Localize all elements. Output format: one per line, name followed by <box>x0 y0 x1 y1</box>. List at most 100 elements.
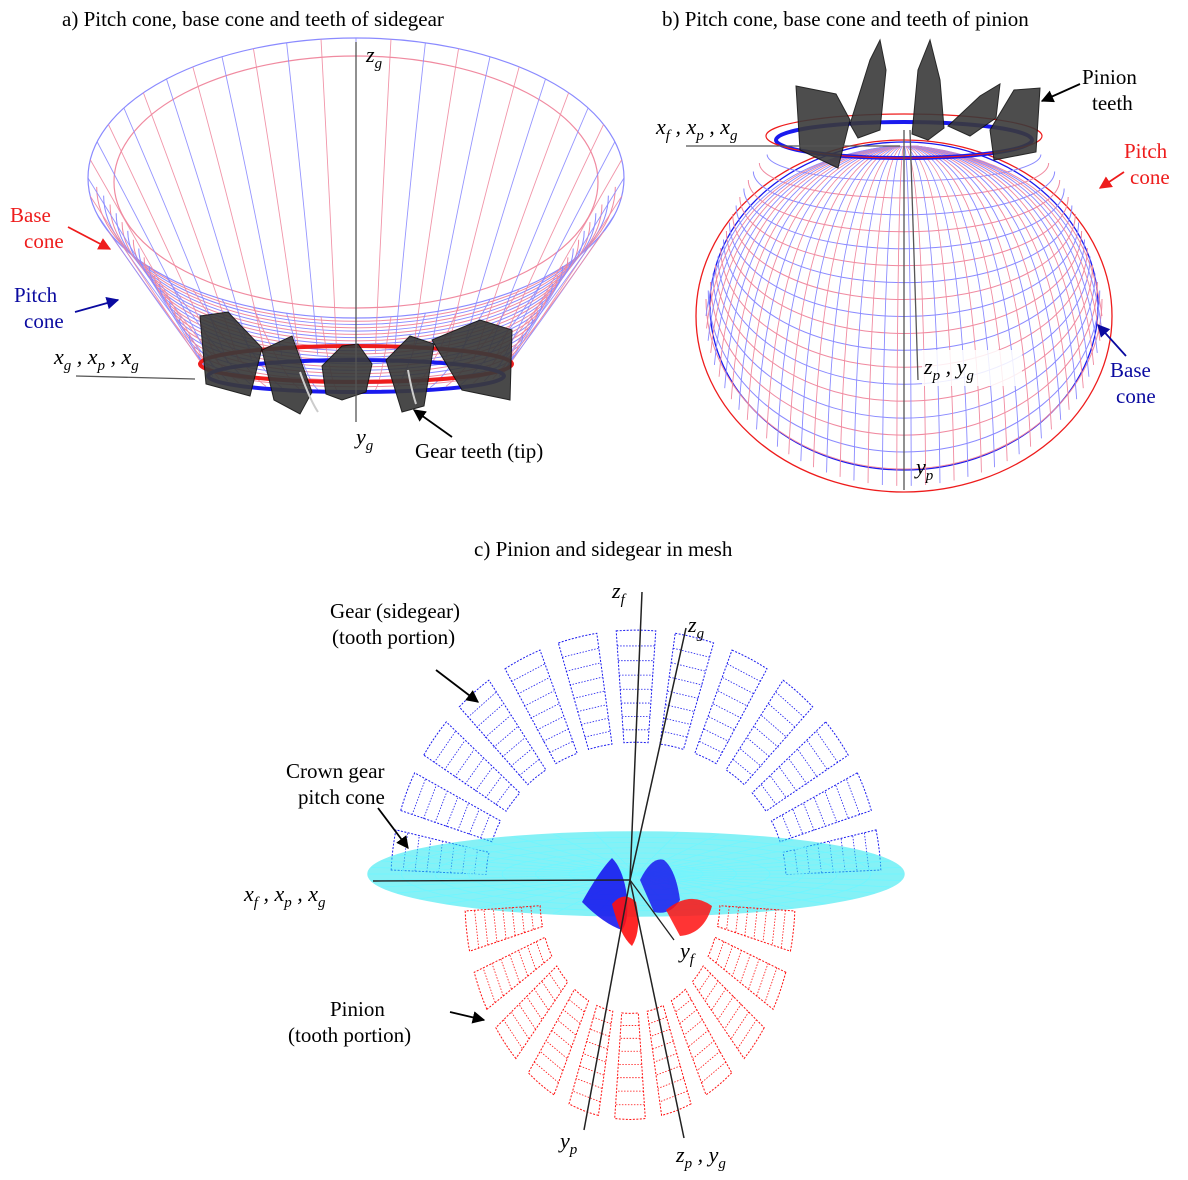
gear-hatch <box>569 676 603 686</box>
pinion-tooth <box>911 38 945 141</box>
gear-hatch <box>423 785 437 819</box>
pinion-hatch <box>474 910 480 949</box>
pinion-hatch <box>572 1090 601 1103</box>
pinion-hatch <box>697 1050 721 1071</box>
gear-hatch <box>816 731 839 763</box>
gear-hatch <box>464 758 484 785</box>
arrow-gear-sidegear <box>435 669 480 703</box>
pinion-hatch <box>756 963 769 996</box>
pinion-hatch <box>704 980 719 1001</box>
zg-axis-line-c <box>629 627 687 881</box>
gear-hatch <box>457 803 469 831</box>
pinion-hatch <box>730 1011 750 1039</box>
gear-hatch <box>699 741 723 754</box>
axis-label-yg: yg <box>354 424 374 454</box>
gear-hatch <box>775 691 805 718</box>
gear-hatch <box>788 758 808 785</box>
mesh-tooth-blue <box>640 859 680 913</box>
panel-b: b) Pitch cone, base cone and teeth of pi… <box>655 7 1170 493</box>
gear-hatch <box>747 737 771 758</box>
cone-meridian-a <box>89 159 210 370</box>
gear-hatch <box>580 717 609 725</box>
gear-hatch <box>732 759 754 776</box>
panel-c: c) Pinion and sidegear in mesh zf zg yf … <box>243 537 905 1172</box>
pinion-hatch <box>533 1061 559 1083</box>
pinion-hatch <box>535 941 545 963</box>
x-axis-line <box>75 375 196 380</box>
pinion-hatch <box>732 949 742 976</box>
crown-ring <box>568 863 704 885</box>
arrow-pitch-cone-b <box>1098 171 1125 189</box>
pinion-hatch <box>723 945 734 970</box>
pinion-teeth <box>795 38 1041 169</box>
gear-hatch <box>792 809 804 835</box>
gear-tooth-c <box>390 829 490 876</box>
pinion-hatch <box>562 1009 581 1024</box>
gear-tooth-c <box>557 632 613 751</box>
cone-meridian-a <box>429 56 491 357</box>
gear-hatch <box>722 677 755 695</box>
gear-tooth <box>261 335 313 415</box>
gear-hatch <box>549 741 573 754</box>
pinion-hatch <box>764 967 778 1003</box>
gear-hatch <box>530 703 559 719</box>
gear-hatch <box>536 716 564 731</box>
gear-tooth <box>321 343 373 401</box>
axis-label-x-triplet: xg , xp , xg <box>53 344 139 374</box>
label-base-cone-b: Base cone <box>1110 358 1156 408</box>
cone-meridian-a <box>460 78 546 360</box>
pinion-hatch <box>500 958 512 989</box>
cone-meridian-b <box>713 145 893 366</box>
label-base-cone-a: Base cone <box>10 203 64 253</box>
pinion-tooth-c <box>707 936 787 1011</box>
pinion-tooth <box>989 87 1041 161</box>
gear-hatch <box>708 716 736 731</box>
gear-tooth-c <box>458 679 547 786</box>
pinion-hatch <box>735 906 740 933</box>
pinion-hatch <box>652 1040 674 1050</box>
cone-meridian-a <box>412 48 460 356</box>
pinion-tooth-c <box>464 905 544 952</box>
cone-meridian-a <box>192 66 267 358</box>
pinion-hatch <box>518 1003 536 1030</box>
pinion-hatch <box>503 1019 523 1049</box>
label-gear-teeth: Gear teeth (tip) <box>415 439 543 463</box>
gear-hatch <box>562 647 599 658</box>
pinion-hatch <box>491 963 504 996</box>
gear-hatch <box>703 728 730 742</box>
gear-hatch <box>824 791 838 824</box>
axis-label-yf: yf <box>678 938 696 968</box>
gear-hatch <box>468 809 480 835</box>
pinion-hatch <box>530 906 534 930</box>
zp-axis-line <box>909 129 919 381</box>
pinion-hatch <box>492 908 498 942</box>
pinion-hatch <box>568 998 585 1013</box>
axis-label-zp-yg-b: zp , yg <box>923 354 974 384</box>
gear-hatch <box>476 703 504 728</box>
panel-a: a) Pitch cone, base cone and teeth of si… <box>10 7 625 463</box>
pinion-hatch <box>780 910 786 949</box>
pinion-tooth-c <box>670 988 733 1096</box>
pinion-hatch <box>748 958 760 989</box>
gear-hatch <box>761 715 788 738</box>
pinion-hatch <box>659 1090 688 1103</box>
yp-axis-line-c <box>583 879 631 1131</box>
gear-hatch <box>573 690 605 699</box>
tooth-highlight <box>407 369 417 405</box>
gear-hatch <box>542 728 569 742</box>
gear-tooth-c <box>504 649 578 765</box>
pinion-tooth-c <box>495 965 569 1060</box>
pinion-hatch <box>656 1065 681 1076</box>
gear-hatch <box>754 726 779 748</box>
gear-hatch <box>781 815 792 839</box>
pinion-hatch <box>551 1029 572 1047</box>
panel-b-title: b) Pitch cone, base cone and teeth of pi… <box>662 7 1029 31</box>
gear-tooth-c <box>423 721 521 812</box>
axis-label-zg-c: zg <box>687 612 705 642</box>
yf-axis-line <box>629 879 675 941</box>
axis-label-zf: zf <box>611 578 627 608</box>
gear-hatch <box>480 815 491 839</box>
pinion-tooth-c <box>716 905 796 952</box>
mesh-tooth-red <box>612 896 639 946</box>
gear-hatch <box>673 647 710 658</box>
